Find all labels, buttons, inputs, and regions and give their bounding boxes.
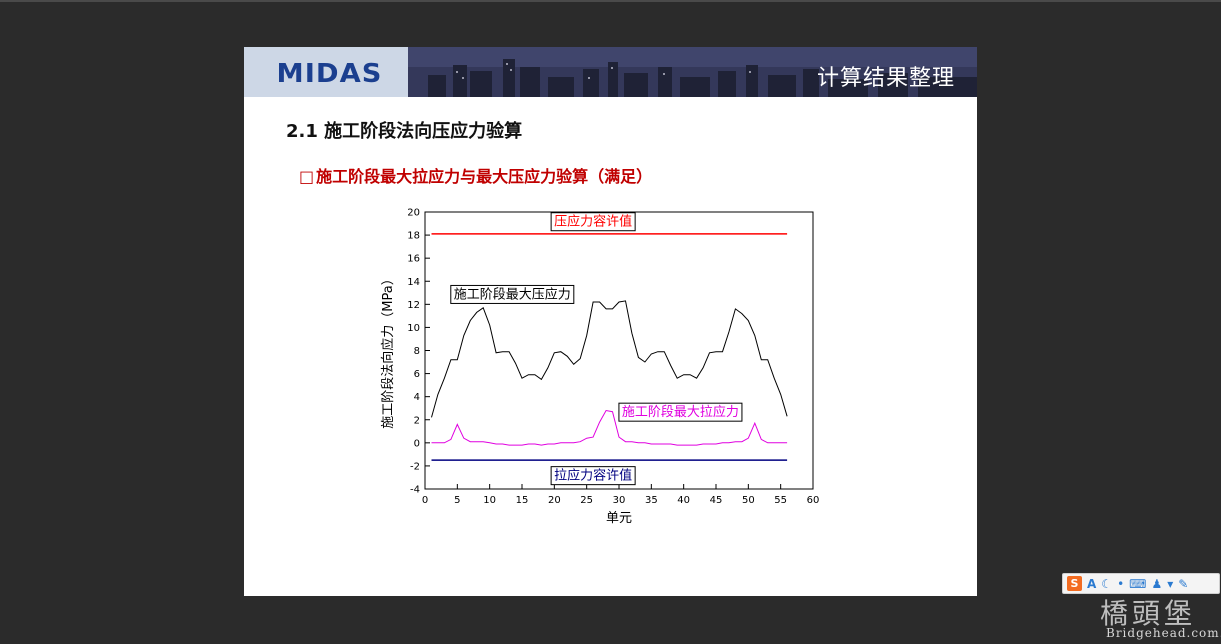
x-tick-label: 5 (454, 495, 460, 506)
x-tick-label: 60 (807, 495, 820, 506)
user-icon[interactable]: ♟ (1151, 576, 1163, 591)
x-tick-label: 55 (774, 495, 787, 506)
bullet-icon: □ (299, 167, 315, 186)
x-tick-label: 50 (742, 495, 755, 506)
y-tick-label: 18 (407, 231, 420, 242)
moon-icon[interactable]: ☾ (1101, 576, 1113, 591)
annotation-box-4 (550, 466, 636, 486)
x-tick-label: 20 (548, 495, 561, 506)
shirt-icon[interactable]: ▾ (1167, 576, 1174, 591)
x-tick-label: 45 (710, 495, 723, 506)
watermark-url: Bridgehead.com.cn (1106, 626, 1221, 640)
sub-title-text: 施工阶段最大拉应力与最大压应力验算（满足） (316, 167, 653, 186)
stress-chart: 0 5 10 15 20 25 30 35 40 45 50 55 60 -4 -2 0 2 4 6 8 10 12 14 1… (380, 208, 820, 527)
annotation-box-3 (618, 402, 743, 422)
watermark-logo: 橋頭堡 (1100, 597, 1197, 630)
font-a-icon[interactable]: A (1087, 576, 1097, 591)
x-tick-label: 25 (580, 495, 593, 506)
annotation-label-2: 施工阶段最大压应力 (454, 286, 571, 302)
x-tick-label: 0 (422, 495, 428, 506)
sub-title: □ 施工阶段最大拉应力与最大压应力验算（满足） (299, 163, 652, 187)
x-tick-label: 10 (483, 495, 496, 506)
wrench-icon[interactable]: ✎ (1178, 576, 1189, 591)
y-tick-label: 2 (414, 415, 420, 426)
plot-frame (424, 211, 814, 490)
y-tick-label: 20 (407, 208, 420, 219)
x-tick-label: 15 (516, 495, 529, 506)
midas-logo: MIDAS (276, 59, 383, 89)
annotation-box-2 (450, 284, 575, 304)
y-tick-label: 0 (414, 438, 420, 449)
ime-toolbar[interactable]: S A ☾ • ⌨ ♟ ▾ ✎ (1062, 573, 1220, 594)
header-title: 计算结果整理 (816, 66, 955, 91)
keyboard-icon[interactable]: ⌨ (1129, 576, 1147, 591)
logo-panel: MIDAS (244, 47, 408, 97)
x-tick-label: 35 (645, 495, 658, 506)
x-axis-label: 单元 (606, 511, 632, 526)
y-tick-label: 4 (414, 392, 420, 403)
punctuation-icon[interactable]: • (1117, 576, 1125, 591)
x-tick-label: 30 (613, 495, 626, 506)
section-title: 2.1 施工阶段法向压应力验算 (286, 121, 523, 142)
window-top-edge (0, 0, 1221, 2)
series-line-2 (431, 409, 788, 446)
y-tick-label: 12 (407, 300, 420, 311)
annotation-label-4: 拉应力容许值 (554, 468, 632, 484)
series-line-1 (431, 300, 788, 418)
city-skyline-image (408, 47, 977, 97)
annotation-label-1: 压应力容许值 (554, 214, 632, 230)
y-tick-label: -2 (410, 461, 420, 472)
y-axis-label: 施工阶段法向应力（MPa） (380, 272, 396, 428)
y-tick-label: 14 (407, 277, 420, 288)
slide-banner: MIDAS (244, 47, 977, 97)
y-tick-label: 16 (407, 254, 420, 265)
y-tick-label: 8 (414, 346, 420, 357)
y-tick-label: 10 (407, 323, 420, 334)
presentation-slide: MIDAS (244, 47, 977, 596)
y-tick-label: -4 (410, 485, 420, 496)
annotation-box-1 (550, 212, 636, 232)
annotation-label-3: 施工阶段最大拉应力 (622, 404, 739, 420)
x-tick-label: 40 (677, 495, 690, 506)
y-tick-label: 6 (414, 369, 420, 380)
sogou-s-icon[interactable]: S (1067, 576, 1082, 591)
